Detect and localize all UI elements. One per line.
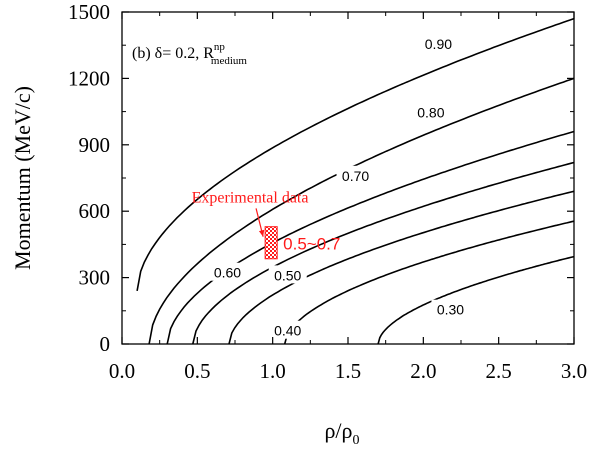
x-tick-label: 2.0: [410, 359, 436, 383]
experimental-data-box: [264, 226, 278, 260]
panel-label-sup: np: [214, 41, 226, 53]
contour-line-0-30: [377, 255, 575, 345]
x-tick-label: 0.5: [184, 359, 210, 383]
contour-label-0-90: 0.90: [425, 36, 452, 52]
contour-label-0-50: 0.50: [274, 267, 301, 283]
y-tick-label: 0: [100, 332, 111, 356]
contour-label-bg: [419, 34, 458, 53]
labels-layer: 0.0 0.5 1.0 1.5 2.0 2.5 3.0 0 300 600 900 1200 1500 M…: [10, 0, 587, 448]
contour-label-bg: [336, 165, 375, 184]
contour-line-0-80: [148, 77, 575, 345]
x-tick-label: 1.0: [260, 359, 286, 383]
x-tick-label: 1.5: [335, 359, 361, 383]
panel-label-main: (b) δ= 0.2, R: [132, 45, 214, 62]
experimental-range-label: 0.5~0.7: [283, 235, 340, 254]
y-tick-label: 1500: [68, 0, 110, 24]
panel-label: (b) δ= 0.2, Rnp medium: [132, 41, 247, 67]
contour-label-bg: [268, 320, 307, 339]
y-tick-label: 300: [79, 266, 111, 290]
axis-ticks-layer: [121, 11, 575, 345]
x-axis-label-main: ρ/ρ: [324, 418, 352, 443]
contour-label-0-80: 0.80: [417, 105, 444, 121]
contour-label-0-30: 0.30: [437, 302, 464, 318]
y-tick-label: 600: [79, 199, 111, 223]
contour-line-0-90: [136, 17, 575, 292]
x-tick-label: 2.5: [486, 359, 512, 383]
x-axis-label: ρ/ρ0: [324, 418, 359, 444]
y-tick-label: 900: [79, 133, 111, 157]
x-tick-label: 0.0: [109, 359, 135, 383]
contour-label-0-70: 0.70: [342, 168, 369, 184]
panel-label-sub: medium: [211, 55, 247, 67]
x-axis-label-sub: 0: [353, 433, 360, 444]
experimental-data-label: Experimental data: [192, 189, 309, 206]
x-tick-label: 3.0: [561, 359, 587, 383]
y-axis-label: Momentum (MeV/c): [10, 86, 35, 270]
contour-label-bg: [208, 262, 247, 281]
contour-label-0-40: 0.40: [274, 323, 301, 339]
experimental-data-arrowhead: [258, 229, 265, 237]
contour-label-bg: [268, 265, 307, 284]
contour-line-0-60: [192, 161, 575, 345]
contour-label-bg: [431, 299, 470, 318]
contour-line-0-40: [283, 220, 575, 345]
contour-line-0-50: [228, 190, 575, 345]
contour-label-bg: [411, 102, 450, 121]
y-tick-label: 1200: [68, 66, 110, 90]
contour-lines-layer: 0.90 0.80 0.70 0.30 0.60 0.50 0.40: [136, 17, 575, 345]
contour-label-0-60: 0.60: [214, 265, 241, 281]
